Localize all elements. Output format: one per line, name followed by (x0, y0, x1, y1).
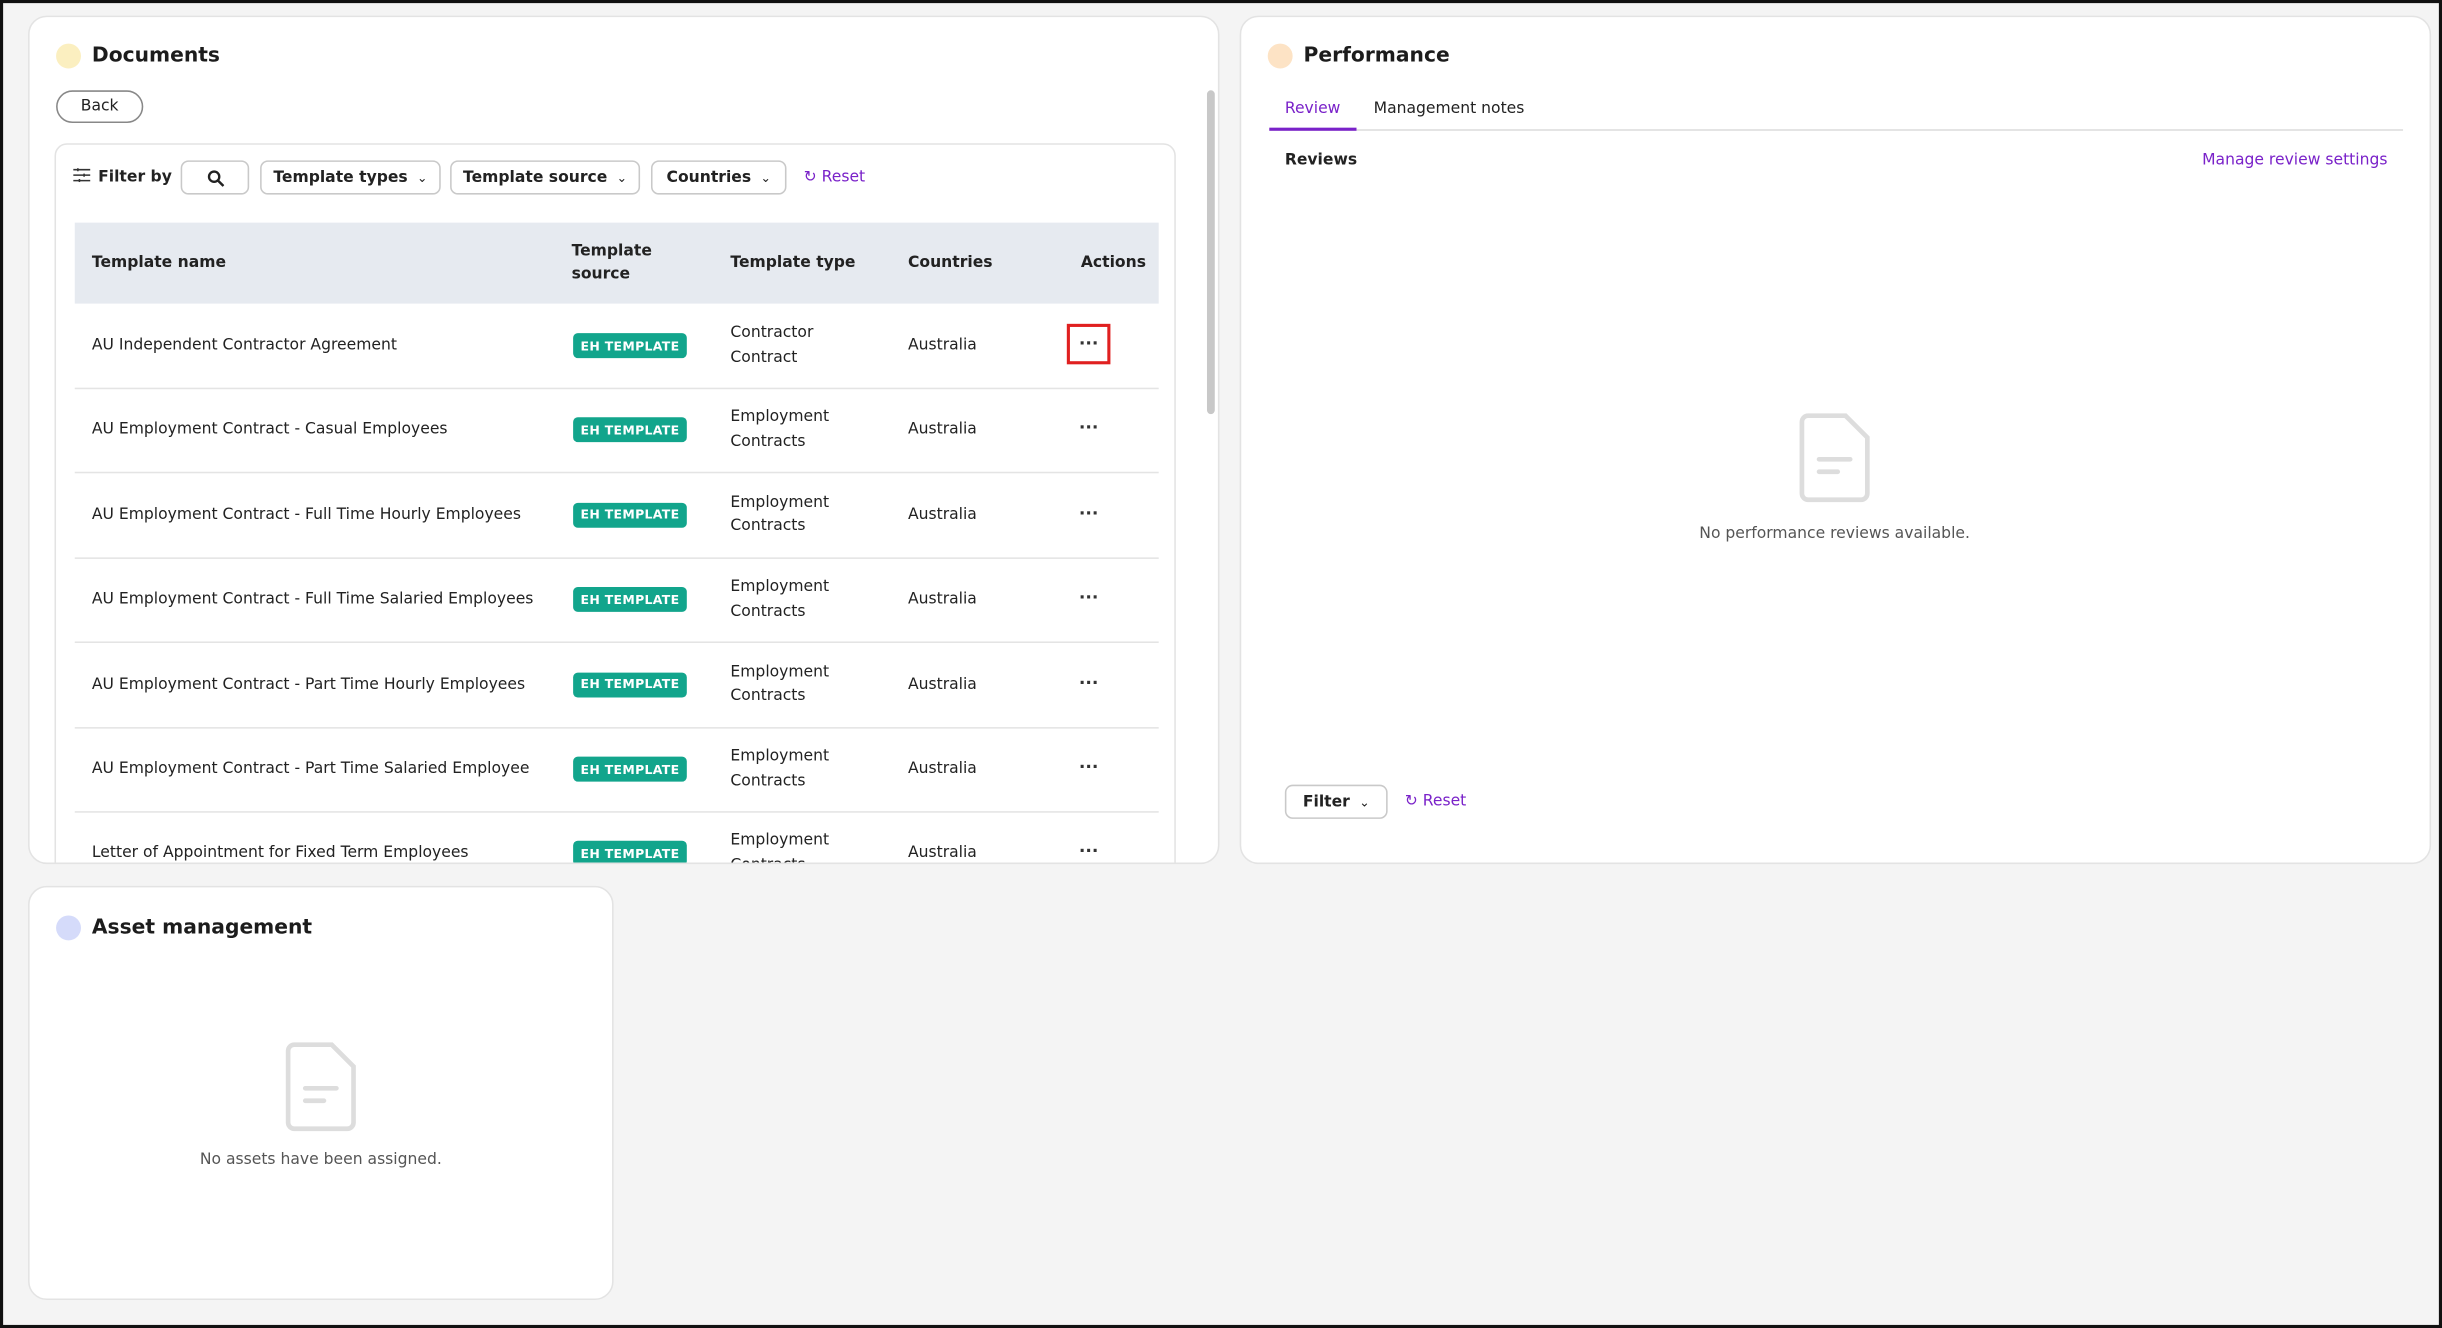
row-divider (74, 472, 1159, 474)
highlight-box (1066, 323, 1111, 365)
column-header: Countries (907, 254, 993, 272)
filter-icon (73, 168, 91, 183)
template-name: AU Employment Contract - Part Time Hourl… (91, 675, 526, 693)
template-type: Contractor Contract (730, 324, 814, 366)
country: Australia (907, 591, 977, 609)
chevron: ⌄ (1359, 794, 1370, 809)
reset-text[interactable]: Reset (1422, 793, 1467, 811)
column-header: Actions (1080, 254, 1146, 272)
chevron: ⌄ (760, 170, 771, 185)
row-divider (74, 387, 1159, 390)
tab-divider (1269, 129, 2404, 131)
dropdown-text[interactable]: Template types (273, 168, 408, 187)
source-badge: EH TEMPLATE (573, 756, 687, 782)
template-name: AU Employment Contract - Part Time Salar… (91, 760, 530, 778)
column-header: Template source (571, 242, 652, 284)
dropdown-text[interactable]: Countries (666, 168, 752, 187)
row-divider (74, 641, 1159, 644)
icon (1267, 43, 1293, 69)
template-type: Employment Contracts (730, 663, 830, 705)
actions-button[interactable]: ··· (1078, 418, 1099, 439)
filter-label: Filter by (98, 168, 172, 187)
template-name: AU Employment Contract - Casual Employee… (91, 421, 448, 439)
source-badge: EH TEMPLATE (573, 417, 687, 443)
search-button[interactable] (180, 160, 250, 195)
chevron: ⌄ (616, 170, 628, 185)
template-type: Employment Contracts (730, 578, 830, 620)
empty-message: No assets have been assigned. (199, 1151, 442, 1169)
source-badge: EH TEMPLATE (573, 841, 687, 863)
actions-button[interactable]: ··· (1078, 756, 1099, 778)
row-divider (74, 557, 1159, 559)
dropdown-button[interactable]: Countries ⌄ (650, 160, 787, 195)
reset-link[interactable]: ↻ Reset (803, 168, 866, 187)
country: Australia (907, 421, 977, 439)
filter-button[interactable]: Filter ⌄ (1284, 784, 1388, 819)
search-icon (207, 169, 224, 187)
back-button[interactable]: Back (56, 90, 144, 123)
tab[interactable]: Review (1284, 100, 1341, 118)
actions-button[interactable]: ··· (1078, 333, 1099, 354)
country: Australia (907, 675, 977, 693)
card-title: Performance (1303, 44, 1450, 68)
country: Australia (907, 845, 977, 863)
card-title: Asset management (91, 916, 313, 940)
column-header: Template type (730, 254, 856, 272)
actions-button[interactable]: ··· (1078, 841, 1099, 862)
card-title: Documents (91, 44, 221, 68)
actions-button[interactable]: ··· (1078, 587, 1099, 608)
source-badge: EH TEMPLATE (573, 587, 687, 613)
row-divider (74, 726, 1159, 728)
table-header (74, 222, 1159, 304)
documents-card: Documents Back Filter by ↻ Reset Templat… (28, 15, 1220, 865)
icon (56, 915, 81, 941)
dropdown-button[interactable]: Template types ⌄ (260, 160, 441, 195)
scrollbar[interactable] (1206, 90, 1215, 415)
country: Australia (907, 760, 977, 778)
country: Australia (907, 337, 977, 355)
actions-button[interactable]: ··· (1078, 502, 1099, 524)
filter-text[interactable]: Filter (1302, 793, 1350, 811)
row-divider (74, 811, 1159, 813)
dropdown-button[interactable]: Template source ⌄ (450, 160, 641, 195)
template-name: AU Independent Contractor Agreement (91, 337, 397, 355)
country: Australia (907, 506, 977, 524)
section-title: Reviews (1284, 151, 1358, 169)
template-type: Employment Contracts (730, 748, 830, 790)
empty-icon (285, 1042, 356, 1132)
filter-panel (54, 143, 1176, 863)
template-name: Letter of Appointment for Fixed Term Emp… (91, 845, 469, 863)
chevron: ⌄ (417, 170, 428, 185)
source-badge: EH TEMPLATE (573, 502, 687, 528)
template-name: AU Employment Contract - Full Time Salar… (91, 591, 534, 609)
template-type: Employment Contracts (730, 832, 830, 863)
manage-link[interactable]: Manage review settings (2202, 151, 2388, 169)
active-tab-underline (1269, 127, 1357, 131)
icon (56, 43, 81, 69)
reset-link[interactable]: ↻ Reset (1404, 793, 1467, 811)
template-type: Employment Contracts (730, 493, 830, 536)
template-type: Employment Contracts (730, 409, 830, 451)
tab[interactable]: Management notes (1373, 100, 1525, 118)
performance-card: Performance Review Management notes Revi… (1239, 15, 2432, 865)
assets-card: Asset management No assets have been ass… (28, 885, 614, 1301)
empty-icon (1799, 413, 1870, 503)
actions-button[interactable]: ··· (1078, 672, 1099, 693)
source-badge: EH TEMPLATE (573, 671, 687, 697)
column-header: Template name (91, 254, 227, 272)
dropdown-text[interactable]: Template source (463, 168, 608, 187)
empty-message: No performance reviews available. (1699, 525, 1970, 543)
template-name: AU Employment Contract - Full Time Hourl… (91, 506, 521, 524)
reset-text[interactable]: Reset (821, 168, 866, 187)
source-badge: EH TEMPLATE (573, 333, 687, 359)
